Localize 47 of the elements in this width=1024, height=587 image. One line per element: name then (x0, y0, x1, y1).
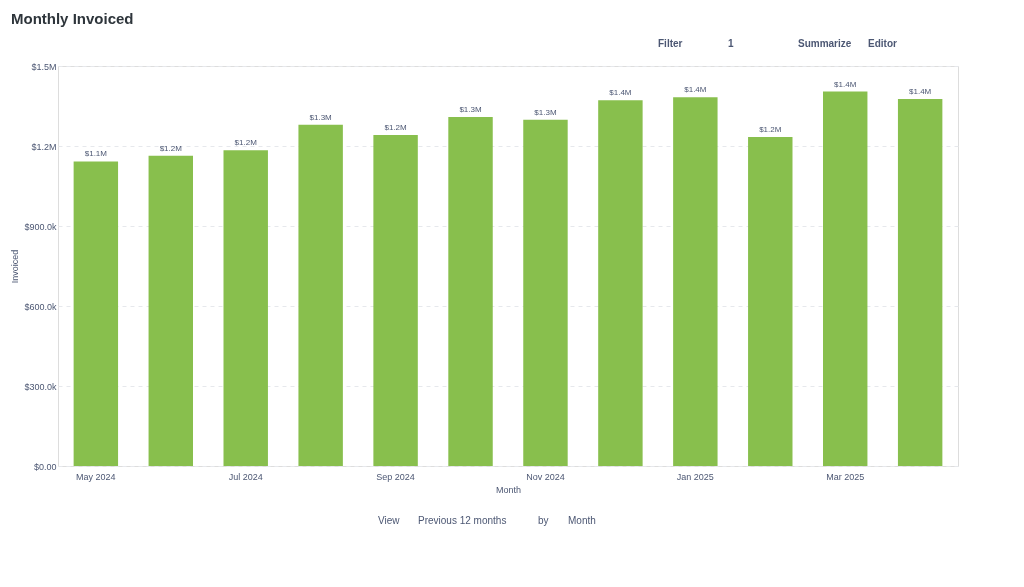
text: Month (568, 515, 596, 526)
x-tick-label: Mar 2025 (826, 471, 865, 482)
x-axis-title: Month (495, 484, 522, 495)
bar (73, 161, 119, 466)
bar (598, 100, 643, 466)
data-label: $1.4M (909, 87, 932, 97)
x-tick-label: Nov 2024 (526, 471, 565, 482)
data-label: $1.2M (384, 123, 408, 133)
x-tick-label: May 2024 (76, 471, 116, 482)
text: by (538, 515, 549, 526)
bar (448, 116, 493, 466)
data-label: $1.2M (159, 143, 183, 153)
chart-title: Monthly Invoiced (10, 10, 134, 27)
text: View (378, 515, 401, 526)
text: Filter (658, 38, 683, 49)
y-axis-title: Invoiced (10, 249, 21, 284)
y-tick-label: $1.2M (31, 141, 57, 152)
y-tick-label: $300.0k (24, 381, 57, 392)
data-label: $1.3M (459, 104, 482, 114)
bar (897, 99, 943, 466)
x-tick-label: Jan 2025 (676, 471, 714, 482)
text: 1 (728, 38, 734, 49)
bar (298, 124, 343, 466)
text: Previous 12 months (418, 515, 507, 526)
bar (523, 119, 568, 466)
bar (748, 136, 793, 466)
x-tick-label: Sep 2024 (376, 471, 415, 482)
bar (673, 97, 718, 466)
data-label: $1.4M (609, 88, 632, 98)
data-label: $1.2M (759, 124, 782, 134)
text: Editor (868, 38, 897, 49)
data-label: $1.3M (309, 112, 333, 122)
data-label: $1.4M (834, 79, 857, 89)
bar (223, 150, 268, 466)
x-tick-label: Jul 2024 (228, 471, 263, 482)
y-tick-label: $0.00 (33, 461, 57, 472)
data-label: $1.4M (684, 85, 707, 95)
y-tick-label: $900.0k (24, 221, 57, 232)
bar (823, 91, 868, 466)
y-tick-label: $1.5M (31, 61, 57, 72)
data-label: $1.3M (534, 107, 557, 117)
data-label: $1.2M (234, 138, 258, 148)
y-tick-label: $600.0k (24, 301, 57, 312)
data-label: $1.1M (84, 149, 108, 159)
bar (373, 135, 418, 466)
bar (148, 155, 193, 466)
text: Summarize (798, 38, 852, 49)
